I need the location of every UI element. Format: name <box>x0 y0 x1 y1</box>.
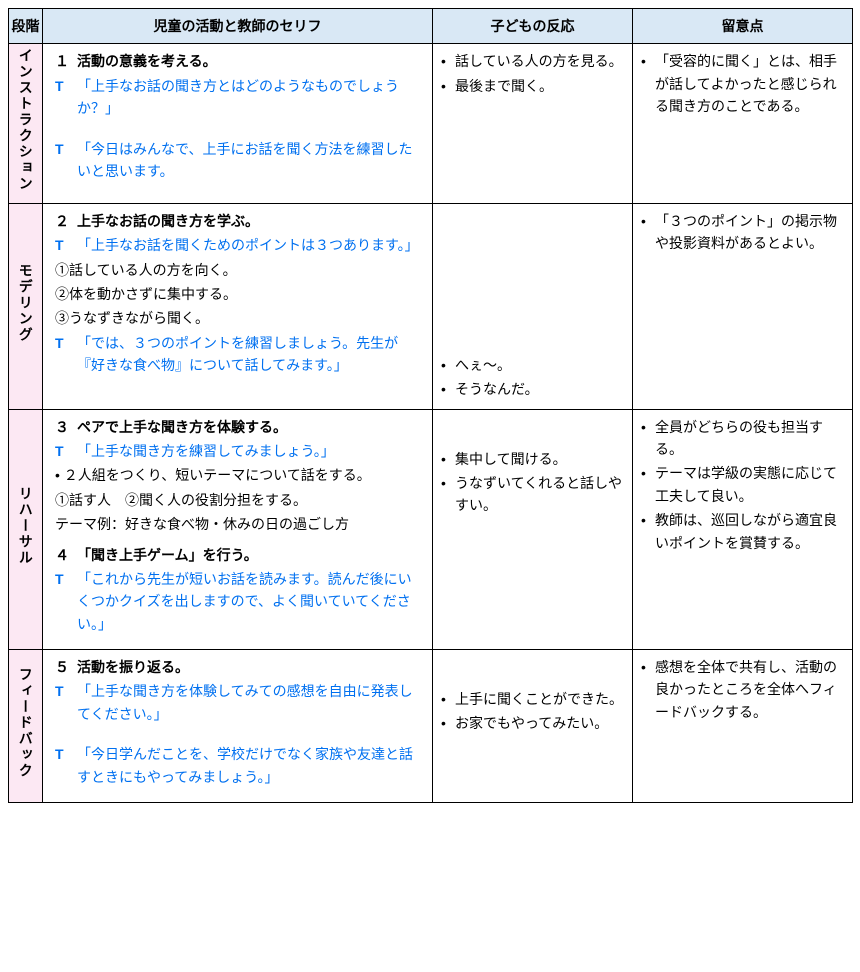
teacher-speech: 「上手な聞き方を練習してみましょう。」 <box>77 440 335 462</box>
reaction-cell: 上手に聞くことができた。お家でもやってみたい。 <box>433 650 633 803</box>
stage-cell: インストラクション <box>9 44 43 203</box>
teacher-mark: T <box>51 568 77 590</box>
teacher-speech: 「では、３つのポイントを練習しましょう。先生が『好きな食べ物』について話してみま… <box>77 332 424 377</box>
activity-cell: ３ペアで上手な聞き方を体験する。T「上手な聞き方を練習してみましょう。」• ２人… <box>43 409 433 650</box>
activity-cell: ２上手なお話の聞き方を学ぶ。T「上手なお話を聞くためのポイントは３つあります。」… <box>43 203 433 409</box>
header-reaction: 子どもの反応 <box>433 9 633 44</box>
stage-label: フィードバック <box>14 667 36 779</box>
table-row: モデリング２上手なお話の聞き方を学ぶ。T「上手なお話を聞くためのポイントは３つあ… <box>9 203 853 409</box>
activity-title: 活動を振り返る。 <box>77 656 189 678</box>
header-row: 段階 児童の活動と教師のセリフ 子どもの反応 留意点 <box>9 9 853 44</box>
stage-cell: モデリング <box>9 203 43 409</box>
notes-item: 「３つのポイント」の掲示物や投影資料があるとよい。 <box>641 210 844 255</box>
reaction-cell: 話している人の方を見る。最後まで聞く。 <box>433 44 633 203</box>
stage-label: モデリング <box>14 263 36 343</box>
teacher-speech: 「今日学んだことを、学校だけでなく家族や友達と話すときにもやってみましょう。」 <box>77 743 424 788</box>
reaction-item: そうなんだ。 <box>441 378 624 400</box>
notes-item: テーマは学級の実態に応じて工夫して良い。 <box>641 462 844 507</box>
notes-item: 感想を全体で共有し、活動の良かったところを全体へフィードバックする。 <box>641 656 844 723</box>
stage-cell: フィードバック <box>9 650 43 803</box>
reaction-item: うなずいてくれると話しやすい。 <box>441 472 624 517</box>
notes-item: 全員がどちらの役も担当する。 <box>641 416 844 461</box>
teacher-mark: T <box>51 75 77 97</box>
notes-cell: 感想を全体で共有し、活動の良かったところを全体へフィードバックする。 <box>633 650 853 803</box>
reaction-cell: 集中して聞ける。うなずいてくれると話しやすい。 <box>433 409 633 650</box>
activity-number: ５ <box>51 656 77 678</box>
reaction-item: 集中して聞ける。 <box>441 448 624 470</box>
notes-cell: 「３つのポイント」の掲示物や投影資料があるとよい。 <box>633 203 853 409</box>
teacher-mark: T <box>51 440 77 462</box>
notes-item: 教師は、巡回しながら適宜良いポイントを賞賛する。 <box>641 509 844 554</box>
activity-number: ３ <box>51 416 77 438</box>
table-row: フィードバック５活動を振り返る。T「上手な聞き方を体験してみての感想を自由に発表… <box>9 650 853 803</box>
reaction-item: 話している人の方を見る。 <box>441 50 624 72</box>
activity-line: テーマ例：好きな食べ物・休みの日の過ごし方 <box>51 513 424 535</box>
table-row: リハーサル３ペアで上手な聞き方を体験する。T「上手な聞き方を練習してみましょう。… <box>9 409 853 650</box>
activity-line: ③うなずきながら聞く。 <box>51 307 424 329</box>
activity-line: ①話している人の方を向く。 <box>51 259 424 281</box>
header-stage: 段階 <box>9 9 43 44</box>
teacher-speech: 「これから先生が短いお話を読みます。読んだ後にいくつかクイズを出しますので、よく… <box>77 568 424 635</box>
activity-title: ペアで上手な聞き方を体験する。 <box>77 416 287 438</box>
stage-cell: リハーサル <box>9 409 43 650</box>
teacher-mark: T <box>51 743 77 765</box>
table-row: インストラクション１活動の意義を考える。T「上手なお話の聞き方とはどのようなもの… <box>9 44 853 203</box>
reaction-item: お家でもやってみたい。 <box>441 712 624 734</box>
stage-label: リハーサル <box>14 486 36 566</box>
reaction-cell: へぇ～。そうなんだ。 <box>433 203 633 409</box>
activity-number: １ <box>51 50 77 72</box>
teacher-mark: T <box>51 234 77 256</box>
teacher-speech: 「今日はみんなで、上手にお話を聞く方法を練習したいと思います。 <box>77 138 424 183</box>
header-notes: 留意点 <box>633 9 853 44</box>
activity-title: 活動の意義を考える。 <box>77 50 217 72</box>
activity-number: ４ <box>51 544 77 566</box>
notes-item: 「受容的に聞く」とは、相手が話してよかったと感じられる聞き方のことである。 <box>641 50 844 117</box>
activity-line: ①話す人 ②聞く人の役割分担をする。 <box>51 489 424 511</box>
teacher-speech: 「上手なお話の聞き方とはどのようなものでしょうか？」 <box>77 75 424 120</box>
teacher-speech: 「上手な聞き方を体験してみての感想を自由に発表してください。」 <box>77 680 424 725</box>
activity-title: 上手なお話の聞き方を学ぶ。 <box>77 210 259 232</box>
notes-cell: 「受容的に聞く」とは、相手が話してよかったと感じられる聞き方のことである。 <box>633 44 853 203</box>
teacher-mark: T <box>51 680 77 702</box>
activity-line: • ２人組をつくり、短いテーマについて話をする。 <box>51 464 424 486</box>
activity-cell: １活動の意義を考える。T「上手なお話の聞き方とはどのようなものでしょうか？」T「… <box>43 44 433 203</box>
header-activity: 児童の活動と教師のセリフ <box>43 9 433 44</box>
activity-title: 「聞き上手ゲーム」を行う。 <box>77 544 258 566</box>
teacher-mark: T <box>51 138 77 160</box>
teacher-speech: 「上手なお話を聞くためのポイントは３つあります。」 <box>77 234 419 256</box>
reaction-item: 上手に聞くことができた。 <box>441 688 624 710</box>
reaction-item: 最後まで聞く。 <box>441 75 624 97</box>
teacher-mark: T <box>51 332 77 354</box>
lesson-plan-table: 段階 児童の活動と教師のセリフ 子どもの反応 留意点 インストラクション １活動の… <box>8 8 853 803</box>
stage-label: インストラクション <box>14 48 36 192</box>
activity-cell: ５活動を振り返る。T「上手な聞き方を体験してみての感想を自由に発表してください。… <box>43 650 433 803</box>
activity-line: ②体を動かさずに集中する。 <box>51 283 424 305</box>
reaction-item: へぇ～。 <box>441 354 624 376</box>
activity-number: ２ <box>51 210 77 232</box>
notes-cell: 全員がどちらの役も担当する。テーマは学級の実態に応じて工夫して良い。教師は、巡回… <box>633 409 853 650</box>
